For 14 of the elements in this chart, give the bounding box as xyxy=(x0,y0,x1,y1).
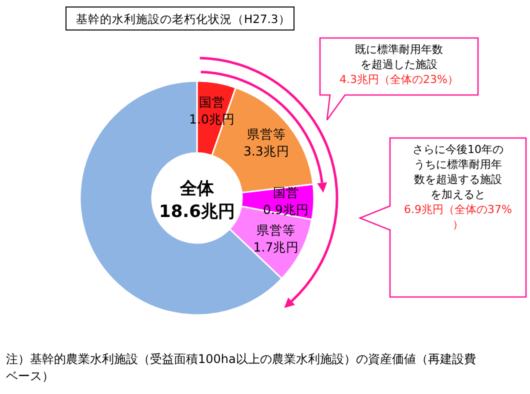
text: 既に標準耐用年数を超過した施設 xyxy=(355,43,443,71)
data-label: 1.7兆円 xyxy=(253,240,300,255)
text: さらに今後10年のうちに標準耐用年数を超過する施設を加えると xyxy=(412,143,504,201)
slice-label: 県営等 xyxy=(256,222,296,238)
chart-title: 基幹的水利施設の老朽化状況（H27.3） xyxy=(76,12,290,26)
data-label: 3.3兆円 xyxy=(244,143,290,158)
text: 注）基幹的農業水利施設（受益面積100ha以上の農業水利施設）の資産価値（再建設費ベース） xyxy=(6,352,476,383)
slice-label: 国営 xyxy=(198,94,225,110)
text: 18.6兆円 xyxy=(159,202,235,222)
text: 全体 xyxy=(179,179,215,199)
slice-label: 県営等 xyxy=(246,126,286,142)
slice-label: 国営 xyxy=(272,185,299,200)
text: 6.9兆円（全体の37%） xyxy=(404,203,512,231)
text: 4.3兆円（全体の23%） xyxy=(340,73,458,86)
